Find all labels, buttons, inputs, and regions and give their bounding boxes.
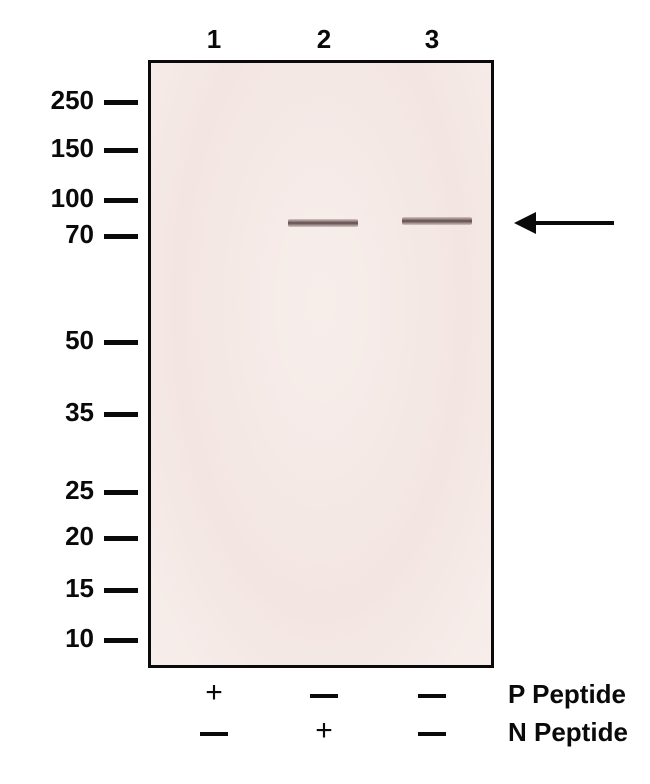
lane-label: 2 <box>304 24 344 55</box>
mw-tick <box>104 536 138 541</box>
mw-label: 150 <box>0 133 94 164</box>
protein-band <box>402 217 472 225</box>
mw-label: 70 <box>0 219 94 250</box>
mw-tick <box>104 148 138 153</box>
blot-figure: 1 2 3 250 150 100 70 50 35 25 20 15 10 + P Peptide + N P… <box>0 0 650 784</box>
mw-tick <box>104 234 138 239</box>
peptide-row-label: N Peptide <box>508 717 628 748</box>
blot-frame <box>148 60 494 668</box>
mw-label: 15 <box>0 573 94 604</box>
peptide-minus <box>418 694 446 698</box>
mw-tick <box>104 588 138 593</box>
lane-label: 1 <box>194 24 234 55</box>
mw-label: 250 <box>0 85 94 116</box>
peptide-minus <box>200 732 228 736</box>
mw-label: 35 <box>0 397 94 428</box>
mw-tick <box>104 340 138 345</box>
mw-tick <box>104 490 138 495</box>
mw-label: 10 <box>0 623 94 654</box>
lane-label: 3 <box>412 24 452 55</box>
arrow-line <box>536 221 614 225</box>
peptide-row-label: P Peptide <box>508 679 626 710</box>
mw-tick <box>104 198 138 203</box>
mw-label: 100 <box>0 183 94 214</box>
mw-tick <box>104 638 138 643</box>
protein-band <box>288 219 358 227</box>
peptide-plus: + <box>308 714 340 748</box>
mw-label: 20 <box>0 521 94 552</box>
peptide-minus <box>310 694 338 698</box>
peptide-plus: + <box>198 676 230 710</box>
mw-tick <box>104 100 138 105</box>
peptide-minus <box>418 732 446 736</box>
mw-tick <box>104 412 138 417</box>
mw-label: 50 <box>0 325 94 356</box>
arrow-head-icon <box>514 212 536 234</box>
mw-label: 25 <box>0 475 94 506</box>
